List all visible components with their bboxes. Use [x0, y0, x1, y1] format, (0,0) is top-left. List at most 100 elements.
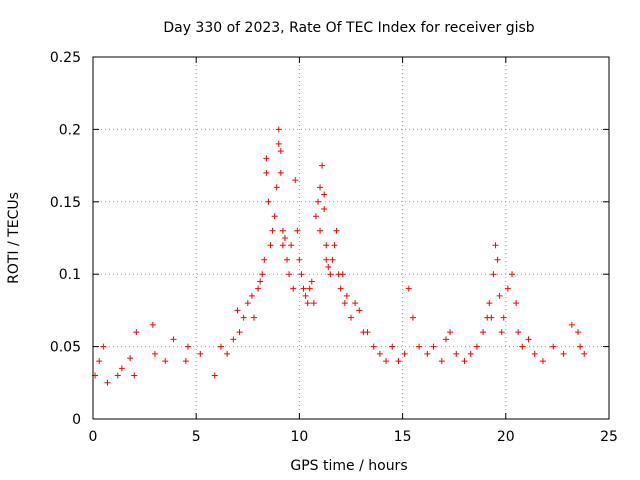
data-point — [323, 242, 330, 249]
data-point — [118, 365, 125, 372]
data-point — [230, 336, 237, 343]
data-point — [149, 321, 156, 328]
data-point — [224, 350, 231, 357]
data-point — [100, 343, 107, 350]
data-point — [292, 177, 299, 184]
data-point — [279, 227, 286, 234]
data-point — [319, 162, 326, 169]
data-point — [341, 300, 348, 307]
data-point — [294, 227, 301, 234]
data-point — [277, 169, 284, 176]
data-point — [211, 372, 218, 379]
data-point — [525, 336, 532, 343]
data-point — [337, 285, 344, 292]
data-point — [269, 227, 276, 234]
data-point — [290, 285, 297, 292]
data-point — [236, 329, 243, 336]
data-point — [327, 271, 334, 278]
data-point — [508, 271, 515, 278]
data-point — [310, 300, 317, 307]
data-point — [184, 343, 191, 350]
data-point — [300, 285, 307, 292]
data-point — [306, 285, 313, 292]
x-tick-label: 20 — [497, 429, 515, 445]
data-point — [317, 184, 324, 191]
data-point — [560, 350, 567, 357]
data-point — [286, 271, 293, 278]
data-point — [389, 343, 396, 350]
data-point — [314, 198, 321, 205]
data-point — [170, 336, 177, 343]
y-axis-label: ROTI / TECUs — [6, 192, 22, 284]
data-point — [467, 350, 474, 357]
data-point — [277, 148, 284, 155]
data-point — [267, 242, 274, 249]
data-point — [275, 140, 282, 147]
data-point — [343, 292, 350, 299]
data-point — [317, 227, 324, 234]
data-point — [500, 314, 507, 321]
data-point — [217, 343, 224, 350]
plot-frame — [92, 56, 610, 420]
data-point — [308, 278, 315, 285]
axes: 0 5 10 15 20 25 0 0.05 0.1 0.15 0.2 0.25 — [50, 50, 618, 445]
data-point — [409, 314, 416, 321]
data-point — [197, 350, 204, 357]
data-points — [92, 126, 588, 386]
data-point — [356, 307, 363, 314]
x-tick-label: 25 — [600, 429, 618, 445]
data-point — [298, 271, 305, 278]
data-point — [312, 213, 319, 220]
data-point — [263, 169, 270, 176]
data-point — [127, 355, 134, 362]
data-point — [281, 235, 288, 241]
data-point — [430, 343, 437, 350]
data-point — [104, 379, 111, 386]
data-point — [133, 329, 140, 336]
data-point — [323, 256, 330, 263]
data-point — [447, 329, 454, 336]
data-point — [296, 256, 303, 263]
y-tick-label: 0 — [72, 412, 81, 428]
data-point — [321, 191, 328, 198]
x-axis-label: GPS time / hours — [290, 458, 407, 474]
data-point — [531, 350, 538, 357]
data-point — [488, 314, 495, 321]
data-point — [182, 358, 189, 365]
data-point — [255, 285, 262, 292]
data-point — [321, 206, 328, 213]
data-point — [275, 126, 282, 133]
data-point — [162, 358, 169, 365]
data-point — [370, 343, 377, 350]
y-tick-label: 0.15 — [50, 195, 81, 211]
data-point — [263, 155, 270, 162]
data-point — [244, 300, 251, 307]
data-point — [496, 292, 503, 299]
data-point — [329, 256, 336, 263]
data-point — [261, 256, 268, 263]
data-point — [416, 343, 423, 350]
grid-lines — [93, 57, 609, 419]
y-tick-label: 0.1 — [59, 267, 81, 283]
data-point — [473, 343, 480, 350]
data-point — [550, 343, 557, 350]
chart-title: Day 330 of 2023, Rate Of TEC Index for r… — [163, 20, 534, 36]
data-point — [279, 242, 286, 249]
data-point — [494, 256, 501, 263]
data-point — [401, 350, 408, 357]
data-point — [453, 350, 460, 357]
data-point — [480, 329, 487, 336]
data-point — [581, 350, 588, 357]
data-point — [568, 321, 575, 328]
data-point — [271, 213, 278, 220]
data-point — [302, 292, 309, 299]
data-point — [259, 271, 266, 278]
data-point — [519, 343, 526, 350]
data-point — [424, 350, 431, 357]
data-point — [442, 336, 449, 343]
data-point — [490, 271, 497, 278]
data-point — [492, 242, 499, 249]
x-tick-label: 15 — [394, 429, 412, 445]
data-point — [539, 358, 546, 365]
